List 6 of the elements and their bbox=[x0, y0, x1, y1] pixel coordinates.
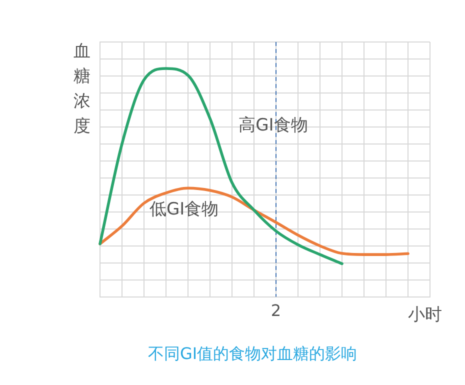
series-label: 低GI食物 bbox=[150, 200, 219, 220]
text: 不同GI值的食物对血糖的影响 bbox=[148, 344, 358, 364]
series-label: 高GI食物 bbox=[238, 116, 308, 136]
y-axis-title: 血糖浓度 bbox=[74, 41, 90, 136]
x-axis-title: 小时 bbox=[408, 305, 442, 326]
text: 2 bbox=[270, 300, 282, 320]
